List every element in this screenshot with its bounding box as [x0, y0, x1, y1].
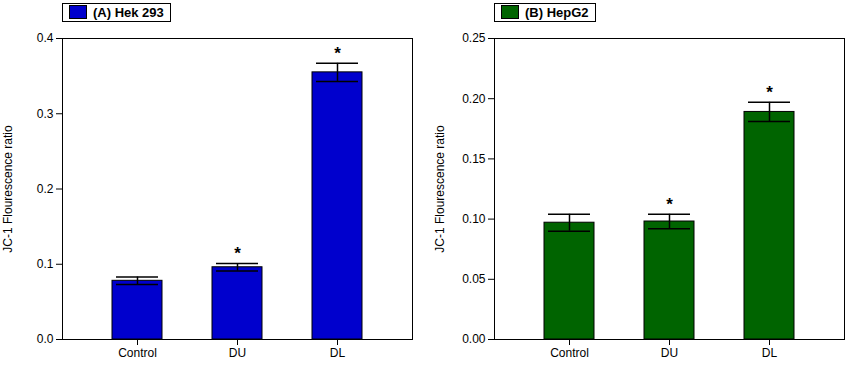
- svg-text:JC-1 Flourescence ratio: JC-1 Flourescence ratio: [1, 125, 15, 253]
- svg-text:JC-1 Flourescence ratio: JC-1 Flourescence ratio: [433, 125, 447, 253]
- svg-text:DU: DU: [661, 346, 678, 360]
- html-text:(B) HepG2: (B) HepG2: [525, 4, 589, 20]
- svg-text:0.00: 0.00: [462, 332, 486, 346]
- svg-text:Control: Control: [550, 346, 589, 360]
- html-text:(A) Hek 293: (A) Hek 293: [93, 4, 164, 20]
- svg-text:DU: DU: [229, 346, 246, 360]
- svg-text:0.15: 0.15: [462, 152, 486, 166]
- svg-text:DL: DL: [762, 346, 778, 360]
- svg-text:*: *: [766, 83, 773, 102]
- svg-text:0.25: 0.25: [462, 31, 486, 45]
- svg-text:DL: DL: [330, 346, 346, 360]
- svg-text:0.05: 0.05: [462, 272, 486, 286]
- svg-text:*: *: [666, 195, 673, 214]
- svg-text:0.20: 0.20: [462, 92, 486, 106]
- svg-text:0.3: 0.3: [37, 107, 54, 121]
- svg-text:*: *: [334, 44, 341, 63]
- svg-text:0.10: 0.10: [462, 212, 486, 226]
- svg-text:*: *: [234, 244, 241, 263]
- svg-text:0.0: 0.0: [37, 332, 54, 346]
- svg-text:0.4: 0.4: [37, 31, 54, 45]
- svg-text:0.2: 0.2: [37, 182, 54, 196]
- svg-text:0.1: 0.1: [37, 257, 54, 271]
- svg-text:Control: Control: [118, 346, 157, 360]
